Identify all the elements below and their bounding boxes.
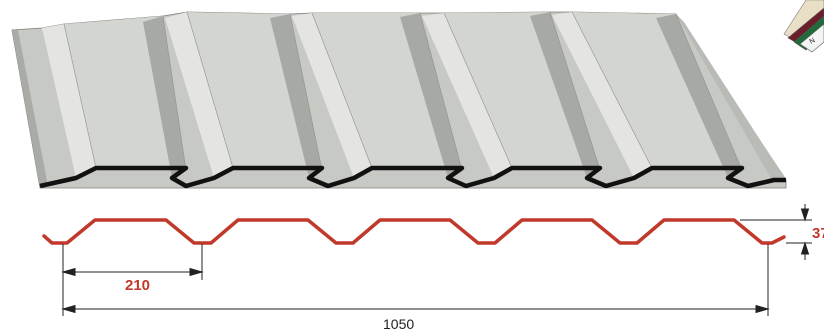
sheet-rib-1-face-right — [143, 16, 186, 178]
sheet-rib-3-face-left — [292, 13, 372, 178]
total-width-dimension-label: 1050 — [383, 316, 414, 332]
sheet-rib-4-face-left — [422, 13, 512, 178]
sheet-left-edge — [12, 30, 48, 188]
sheet-rib-1-face-left — [42, 24, 96, 178]
total-arrow-right-icon — [755, 304, 770, 314]
height-arrow-down-icon — [800, 208, 810, 222]
cross-section-profile — [42, 218, 786, 245]
pitch-arrow-left-icon — [61, 267, 76, 277]
pitch-dimension-label: 210 — [125, 277, 150, 294]
sheet-rib-3-face-right — [400, 13, 462, 178]
sheet-rib-4-face-right — [530, 12, 600, 178]
swatch-card-green — [793, 15, 824, 51]
height-dimension-label: 37 — [812, 225, 824, 242]
sheet-rib-2-face-left — [165, 12, 233, 178]
total-arrow-left-icon — [61, 304, 76, 314]
pitch-arrow-right-icon — [189, 267, 204, 277]
sheet-3d-illustration — [11, 11, 787, 189]
sheet-front-profile-edge — [39, 165, 786, 189]
sheet-right-edge — [676, 14, 786, 180]
swatch-label: N — [809, 37, 817, 46]
sheet-rib-5-face-left — [552, 12, 652, 178]
sheet-rib-2-face-right — [270, 14, 322, 178]
height-arrow-up-icon — [800, 241, 810, 255]
swatch-card-white — [799, 23, 824, 53]
color-swatch-fan: N — [783, 0, 824, 53]
sheet-rib-5-face-top — [572, 12, 742, 170]
dimension-lines — [61, 204, 812, 316]
sheet-rib-5-face-right — [656, 14, 742, 178]
sheet-shading-lines — [63, 11, 743, 171]
